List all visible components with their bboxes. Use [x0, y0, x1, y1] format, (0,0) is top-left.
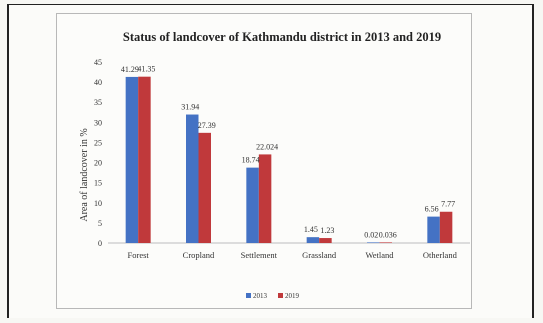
y-tick-label-9: 45: [94, 58, 102, 67]
bar-forest-2019: [138, 76, 151, 243]
bar-wetland-2013: [367, 242, 380, 243]
bar-settlement-2013: [246, 167, 259, 243]
category-labels: Forest Cropland Settlement Grassland Wetland…: [128, 250, 458, 260]
legend-swatch-2013: [246, 293, 251, 298]
category-label-grassland: Grassland: [302, 250, 337, 260]
y-tick-label-6: 30: [94, 118, 102, 127]
y-tick-label-3: 15: [94, 179, 102, 188]
bar-cropland-2019: [198, 132, 211, 243]
y-tick-label-4: 20: [94, 159, 102, 168]
data-label-wetland-2019: 0.036: [379, 230, 397, 239]
data-label-cropland-2019: 27.39: [198, 121, 216, 130]
data-label-cropland-2013: 31.94: [181, 103, 199, 112]
y-tick-label-5: 25: [94, 138, 102, 147]
bar-wetland-2019: [379, 242, 392, 243]
data-label-grassland-2013: 1.45: [304, 225, 318, 234]
bar-settlement-2019: [258, 154, 272, 243]
legend: 2013 2019: [246, 292, 300, 300]
category-label-cropland: Cropland: [183, 250, 215, 260]
y-tick-label-1: 5: [98, 219, 102, 228]
data-label-settlement-2019: 22.024: [256, 142, 278, 151]
legend-label-2013: 2013: [253, 292, 268, 300]
data-label-grassland-2019: 1.23: [320, 226, 334, 235]
bar-cropland-2013: [186, 114, 199, 244]
y-tick-label-0: 0: [98, 239, 102, 248]
bars: [125, 76, 453, 244]
legend-label-2019: 2019: [285, 292, 300, 300]
data-label-wetland-2013: 0.02: [364, 230, 378, 239]
category-label-settlement: Settlement: [241, 250, 278, 260]
category-label-wetland: Wetland: [365, 250, 394, 260]
bar-grassland-2013: [306, 237, 320, 243]
data-label-forest-2019: 41.35: [137, 65, 155, 74]
category-label-forest: Forest: [128, 250, 150, 260]
category-label-otherland: Otherland: [423, 250, 458, 260]
bar-forest-2013: [125, 76, 139, 243]
data-label-settlement-2013: 18.74: [242, 156, 260, 165]
bar-grassland-2019: [319, 238, 332, 243]
data-label-forest-2013: 41.29: [121, 65, 139, 74]
data-label-otherland-2019: 7.77: [441, 200, 455, 209]
chart-title: Status of landcover of Kathmandu distric…: [123, 30, 441, 44]
y-axis-ticks: 0 5 10 15 20 25 30 35 40 45: [94, 58, 102, 248]
legend-swatch-2019: [278, 293, 283, 298]
bar-otherland-2019: [439, 211, 453, 243]
data-label-otherland-2013: 6.56: [425, 205, 439, 214]
y-tick-label-2: 10: [94, 199, 102, 208]
y-tick-label-8: 40: [94, 78, 102, 87]
bar-otherland-2013: [427, 216, 440, 243]
y-axis-label: Area of landcover in %: [79, 128, 90, 221]
y-tick-label-7: 35: [94, 98, 102, 107]
